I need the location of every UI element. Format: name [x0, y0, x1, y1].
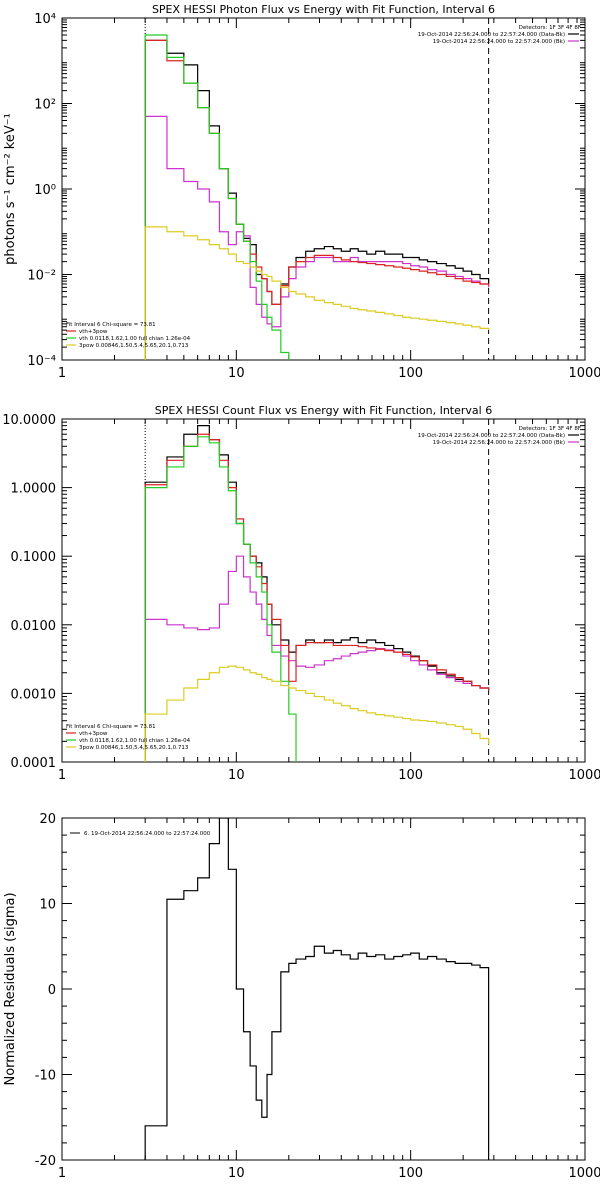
y-tick-label: 0.0100 [11, 619, 57, 634]
legend-entry: 19-Oct-2014 22:56:24.000 to 22:57:24.000… [418, 433, 565, 439]
y-tick-label: 10.0000 [2, 413, 56, 428]
legend-header: Detectors: 1F 3F 4F 8F [519, 426, 581, 432]
series-3pow [144, 226, 490, 360]
x-tick-label: 100 [398, 768, 423, 783]
x-tick-label: 1 [58, 768, 66, 783]
plot-frame [61, 418, 586, 763]
y-tick-label: 0.0010 [11, 687, 57, 702]
series-bk [144, 115, 490, 360]
fit-legend-entry: vth+3pow [79, 329, 108, 335]
y-tick-label: 10⁻² [27, 269, 56, 284]
series-vth [144, 34, 290, 360]
x-tick-label: 100 [398, 1166, 423, 1181]
series-vth-3pow [144, 433, 490, 762]
legend-entry: 19-Oct-2014 22:56:24.000 to 22:57:24.000… [418, 32, 565, 38]
x-tick-label: 10 [228, 366, 245, 381]
y-tick-label: 0.1000 [11, 550, 57, 565]
x-tick-label: 10 [228, 1166, 245, 1181]
x-tick-label: 1 [58, 366, 66, 381]
series-3pow [144, 665, 490, 762]
fit-legend-entry: 3pow 0.00846,1.50,5.4,5.65,20.1,0.713 [79, 745, 189, 751]
x-tick-label: 100 [398, 366, 423, 381]
y-axis-label: Normalized Residuals (sigma) [3, 892, 18, 1085]
series-vth-3pow [144, 39, 490, 360]
fit-legend-entry: vth+3pow [79, 731, 108, 737]
y-tick-label: 20 [39, 812, 56, 827]
y-tick-label: 10⁴ [34, 12, 56, 27]
panel-count-flux: SPEX HESSI Count Flux vs Energy with Fit… [2, 404, 600, 783]
x-tick-label: 1000 [568, 366, 600, 381]
legend-header: Detectors: 1F 3F 4F 8F [519, 25, 581, 31]
plot-frame [61, 17, 586, 361]
fit-legend-entry: vth 0.0118,1.62,1.00 full chian 1.26e-04 [79, 738, 191, 744]
fit-legend-entry: 3pow 0.00846,1.50,5.4,5.65,20.1,0.713 [79, 343, 189, 349]
series-data-bk [144, 425, 490, 762]
series-vth [144, 436, 297, 762]
chart-title: SPEX HESSI Count Flux vs Energy with Fit… [155, 404, 492, 417]
x-tick-label: 10 [228, 768, 245, 783]
x-tick-label: 1000 [568, 1166, 600, 1181]
legend-entry: 19-Oct-2014 22:56:24.000 to 22:57:24.000… [433, 39, 565, 45]
series-6-19-oct-2014-22-56-24-000-to-22-57-24-000 [144, 818, 490, 1160]
legend-entry: 6. 19-Oct-2014 22:56:24.000 to 22:57:24.… [84, 831, 211, 837]
panel-photon-flux: SPEX HESSI Photon Flux vs Energy with Fi… [3, 3, 600, 381]
series-data-bk [144, 39, 490, 360]
fit-legend-entry: vth 0.0118,1.62,1.00 full chian 1.26e-04 [79, 336, 191, 342]
y-tick-label: 1.0000 [11, 482, 57, 497]
y-tick-label: -20 [35, 1154, 56, 1169]
plot-frame [61, 817, 586, 1161]
y-tick-label: 0 [48, 983, 56, 998]
y-tick-label: -10 [35, 1069, 56, 1084]
x-tick-label: 1 [58, 1166, 66, 1181]
y-tick-label: 10² [34, 98, 56, 113]
fit-legend-header: Fit Interval 6 Chi-square = 73.81 [66, 724, 156, 730]
y-tick-label: 0.0001 [11, 756, 57, 771]
y-axis-label: photons s⁻¹ cm⁻² keV⁻¹ [3, 113, 18, 265]
y-tick-label: 10 [39, 898, 56, 913]
chart-title: SPEX HESSI Photon Flux vs Energy with Fi… [152, 3, 495, 16]
x-tick-label: 1000 [568, 768, 600, 783]
y-tick-label: 10⁻⁴ [27, 354, 56, 369]
y-tick-label: 10⁰ [34, 183, 56, 198]
panel-residuals: 1 10 100 1000 -20 -10 0 10 20 Normalized Residual… [3, 812, 600, 1181]
fit-legend-header: Fit Interval 6 Chi-square = 73.81 [66, 322, 156, 328]
series-bk [144, 555, 490, 762]
legend-entry: 19-Oct-2014 22:56:24.000 to 22:57:24.000… [433, 440, 565, 446]
